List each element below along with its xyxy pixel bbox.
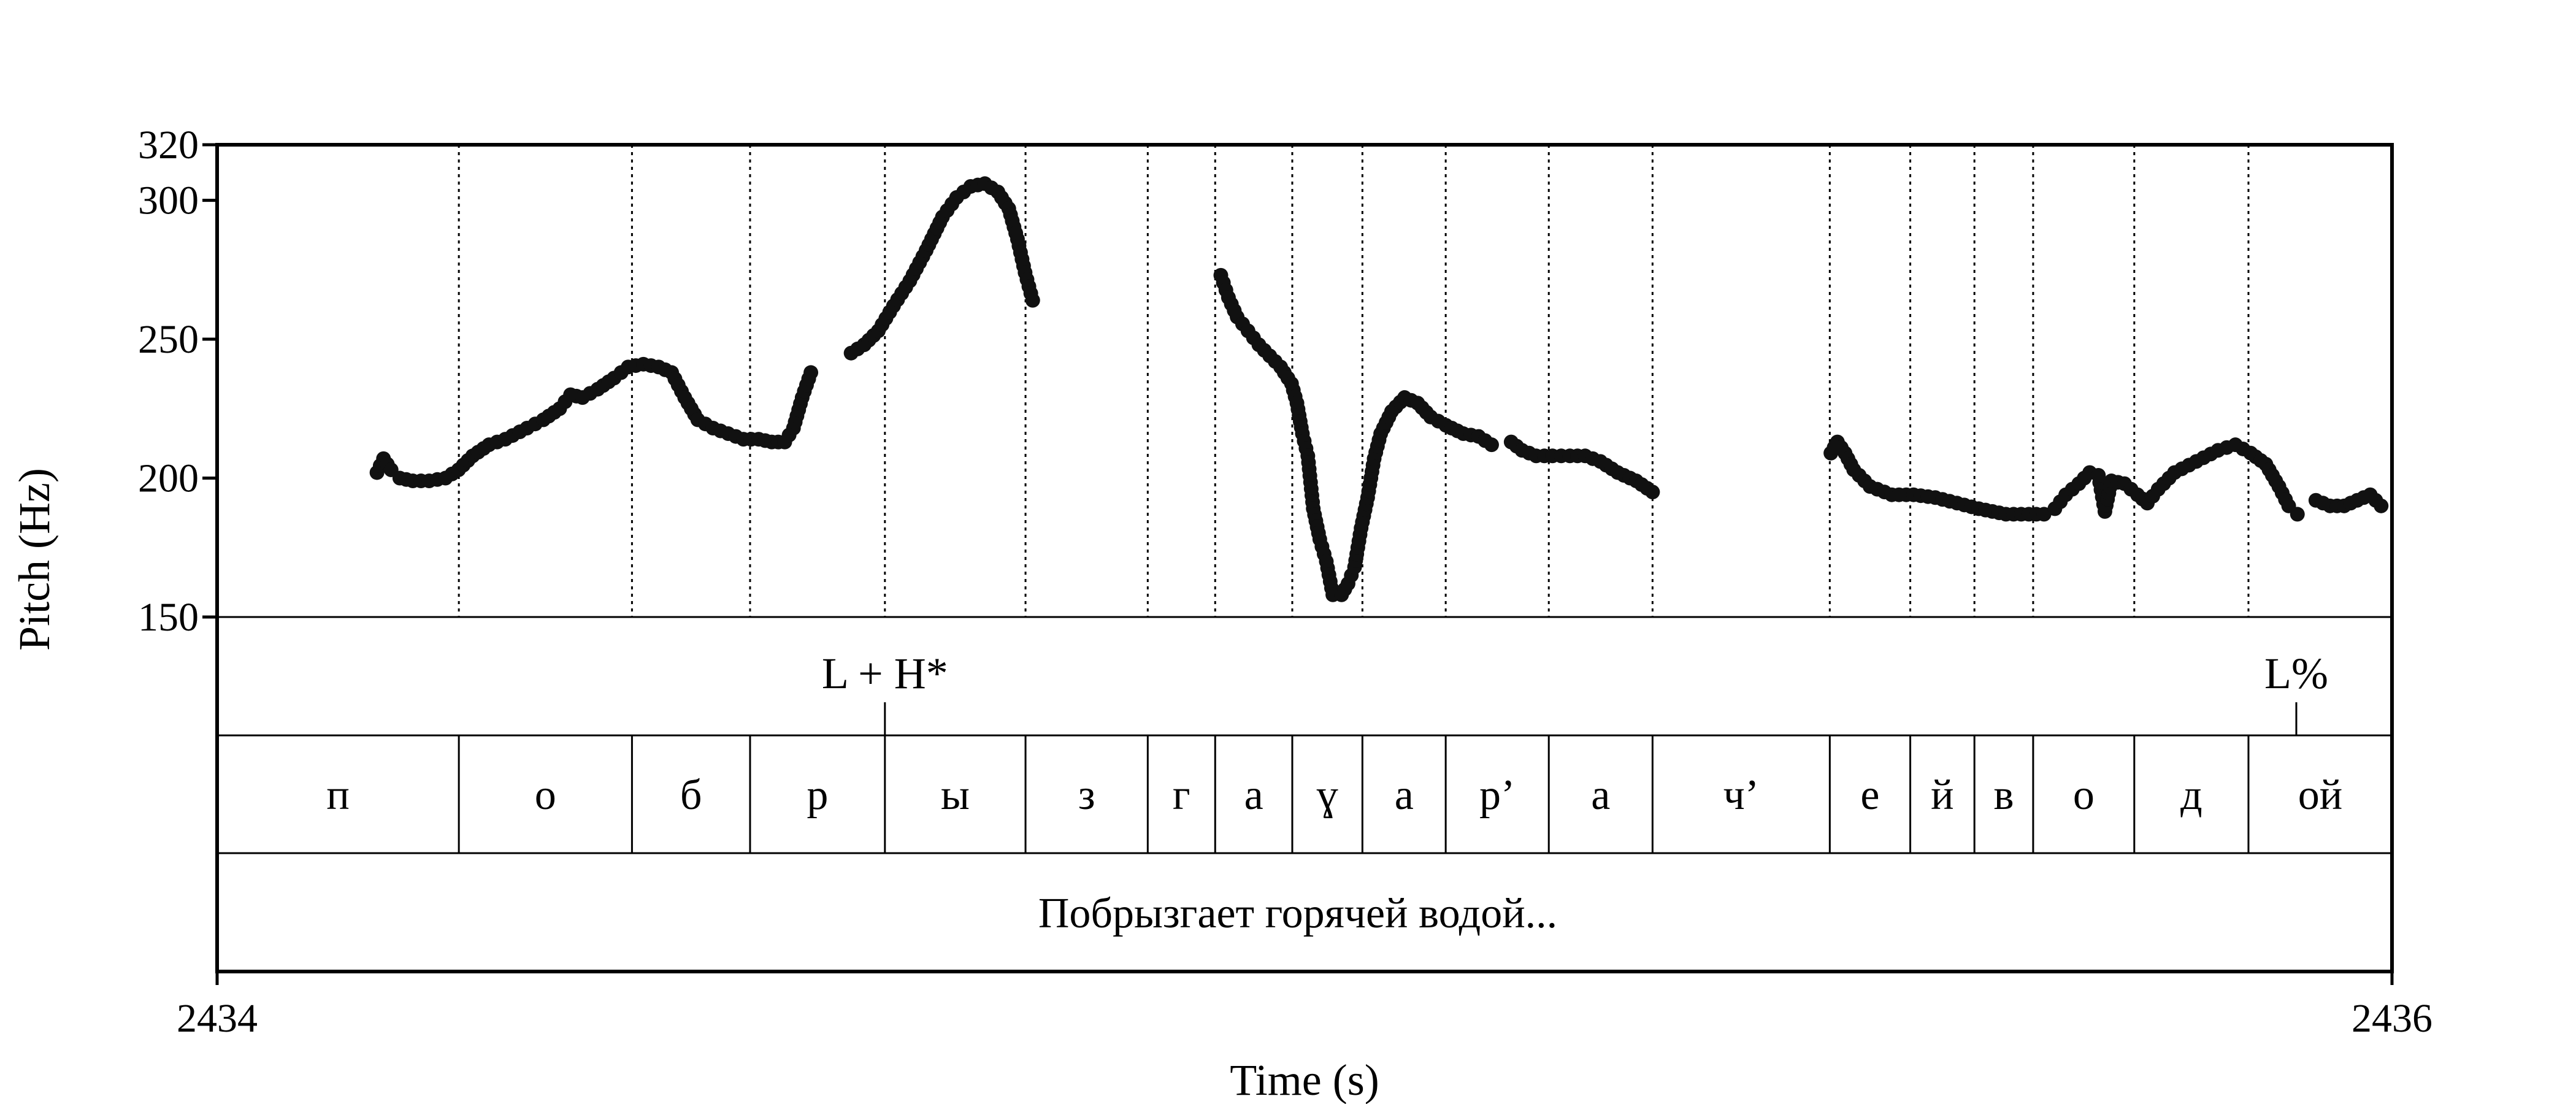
y-tick-label: 150 (138, 595, 199, 640)
pitch-point (2374, 498, 2389, 513)
y-tick-label: 320 (138, 123, 199, 167)
segment-label: е (1860, 772, 1879, 819)
segment-label: а (1244, 772, 1263, 819)
pitch-point (1025, 293, 1040, 308)
segment-label: р’ (1479, 772, 1515, 819)
y-tick-label: 250 (138, 317, 199, 362)
segment-boundaries (458, 145, 2250, 853)
x-tick-label-end: 2436 (2352, 996, 2432, 1041)
y-axis: 150 200 250 300 320 (138, 123, 217, 640)
y-tick-label: 200 (138, 456, 199, 501)
pitch-point (1645, 485, 1660, 500)
segment-label: г (1173, 772, 1190, 819)
segment-label: ч’ (1723, 772, 1760, 819)
segment-label: ɣ (1317, 772, 1338, 819)
segment-label: о (535, 772, 556, 819)
segment-label: р (807, 772, 828, 819)
segment-label: а (1591, 772, 1610, 819)
segment-label: п (326, 772, 349, 819)
segment-label: з (1078, 772, 1095, 819)
pitch-point (2290, 507, 2305, 522)
segment-label: б (680, 772, 702, 819)
y-axis-title: Pitch (Hz) (10, 468, 59, 651)
plot-frame (215, 143, 2394, 973)
segment-label: ой (2298, 772, 2342, 819)
y-tick-label: 300 (138, 178, 199, 223)
x-axis-title: Time (s) (1230, 1056, 1379, 1104)
tone-label: L% (2264, 649, 2328, 698)
pitch-points (369, 176, 2389, 602)
segment-label: ы (941, 772, 970, 819)
tone-label: L + H* (822, 649, 948, 698)
pitch-point (2036, 507, 2052, 522)
segment-label: й (1931, 772, 1953, 819)
transcription-label: Побрызгает горячей водой... (1038, 890, 1557, 937)
tone-tier: L + H* L% (822, 649, 2328, 735)
pitch-point (803, 365, 819, 380)
segment-label: а (1395, 772, 1414, 819)
segment-label: в (1994, 772, 2014, 819)
pitch-point (1484, 437, 1499, 453)
x-tick-label-start: 2434 (177, 996, 258, 1041)
segment-tier: п о б р ы з г а ɣ а р’ а ч’ е й в о д ой (326, 772, 2342, 819)
segment-label: д (2180, 772, 2202, 819)
segment-label: о (2073, 772, 2095, 819)
